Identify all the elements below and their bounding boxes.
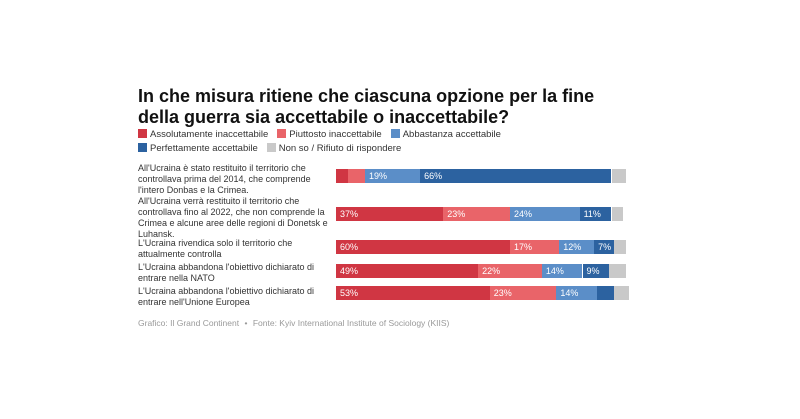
data-label: 17%	[514, 242, 533, 252]
footer-credit: Grafico: Il Grand Continent	[138, 318, 240, 328]
bar-segment: 37%	[336, 207, 444, 221]
data-label: 66%	[424, 171, 443, 181]
data-label: 14%	[545, 266, 564, 276]
chart-legend: Assolutamente inaccettabile Piuttosto ina…	[138, 128, 638, 156]
data-label: 12%	[563, 242, 582, 252]
stacked-bar: 60% 17% 12% 7%	[336, 240, 626, 254]
bar-segment: 9%	[582, 264, 609, 278]
data-label: 60%	[340, 242, 359, 252]
bar-segment: 53%	[336, 286, 490, 300]
bar-segment	[347, 169, 365, 183]
bar-segment: 11%	[579, 207, 612, 221]
stacked-bar: 49% 22% 14% 9%	[336, 264, 626, 278]
legend-swatch	[138, 143, 147, 152]
data-label: 49%	[340, 266, 359, 276]
legend-label: Perfettamente accettabile	[150, 143, 258, 154]
footer-separator: •	[244, 318, 248, 328]
bar-segment: 23%	[443, 207, 510, 221]
bar-segment	[611, 207, 624, 221]
data-label: 7%	[598, 242, 612, 252]
category-label: L'Ucraina abbandona l'obiettivo dichiara…	[138, 262, 315, 283]
bar-segment	[611, 169, 626, 183]
category-label: L'Ucraina rivendica solo il territorio c…	[138, 238, 293, 259]
bar-segment: 7%	[594, 240, 615, 254]
stacked-bar: 37% 23% 24% 11%	[336, 207, 626, 221]
legend-label: Piuttosto inaccettabile	[289, 129, 382, 140]
bar-segment: 12%	[559, 240, 595, 254]
stacked-bar: 53% 23% 14%	[336, 286, 629, 300]
legend-item: Abbastanza accettabile	[390, 128, 501, 142]
data-label: 53%	[340, 288, 359, 298]
data-label: 19%	[369, 171, 388, 181]
bar-segment: 60%	[336, 240, 510, 254]
data-label: 9%	[586, 266, 600, 276]
legend-swatch	[390, 129, 400, 138]
data-label: 24%	[514, 209, 533, 219]
bar-segment: 49%	[336, 264, 479, 278]
chart-title: In che misura ritiene che ciascuna opzio…	[138, 86, 595, 127]
legend-label: Assolutamente inaccettabile	[150, 129, 269, 140]
bar-segment	[614, 240, 626, 254]
bar-segment: 66%	[420, 169, 612, 183]
legend-label: Abbastanza accettabile	[402, 129, 501, 140]
data-label: 11%	[583, 209, 601, 219]
data-label: 23%	[493, 288, 512, 298]
chart-footer: Grafico: Il Grand Continent • Fonte: Kyi…	[138, 318, 449, 328]
stacked-bar: 19% 66%	[336, 169, 626, 183]
data-label: 23%	[447, 209, 466, 219]
legend-label: Non so / Rifiuto di rispondere	[278, 143, 402, 154]
legend-swatch	[266, 143, 276, 152]
data-label: 22%	[482, 266, 501, 276]
category-label: All'Ucraina verrà restituito il territor…	[138, 196, 328, 239]
category-label: L'Ucraina abbandona l'obiettivo dichiara…	[138, 286, 315, 307]
bar-segment	[597, 286, 615, 300]
bar-segment: 22%	[478, 264, 542, 278]
bar-segment: 19%	[365, 169, 421, 183]
legend-item: Non so / Rifiuto di rispondere	[266, 142, 402, 156]
legend-item: Piuttosto inaccettabile	[277, 128, 382, 142]
bar-segment: 17%	[510, 240, 560, 254]
legend-item: Assolutamente inaccettabile	[138, 128, 268, 142]
legend-swatch	[277, 129, 287, 138]
bar-segment: 23%	[489, 286, 557, 300]
footer-source: Fonte: Kyiv International Institute of S…	[252, 318, 450, 328]
legend-swatch	[138, 129, 147, 138]
bar-segment	[614, 286, 629, 300]
data-label: 37%	[340, 209, 359, 219]
bar-segment: 14%	[541, 264, 583, 278]
bar-segment: 24%	[510, 207, 580, 221]
bar-segment	[608, 264, 626, 278]
bar-segment	[336, 169, 348, 183]
data-label: 14%	[560, 288, 579, 298]
legend-item: Perfettamente accettabile	[138, 142, 258, 156]
bar-segment: 14%	[556, 286, 597, 300]
category-label: All'Ucraina è stato restituito il territ…	[138, 163, 311, 195]
